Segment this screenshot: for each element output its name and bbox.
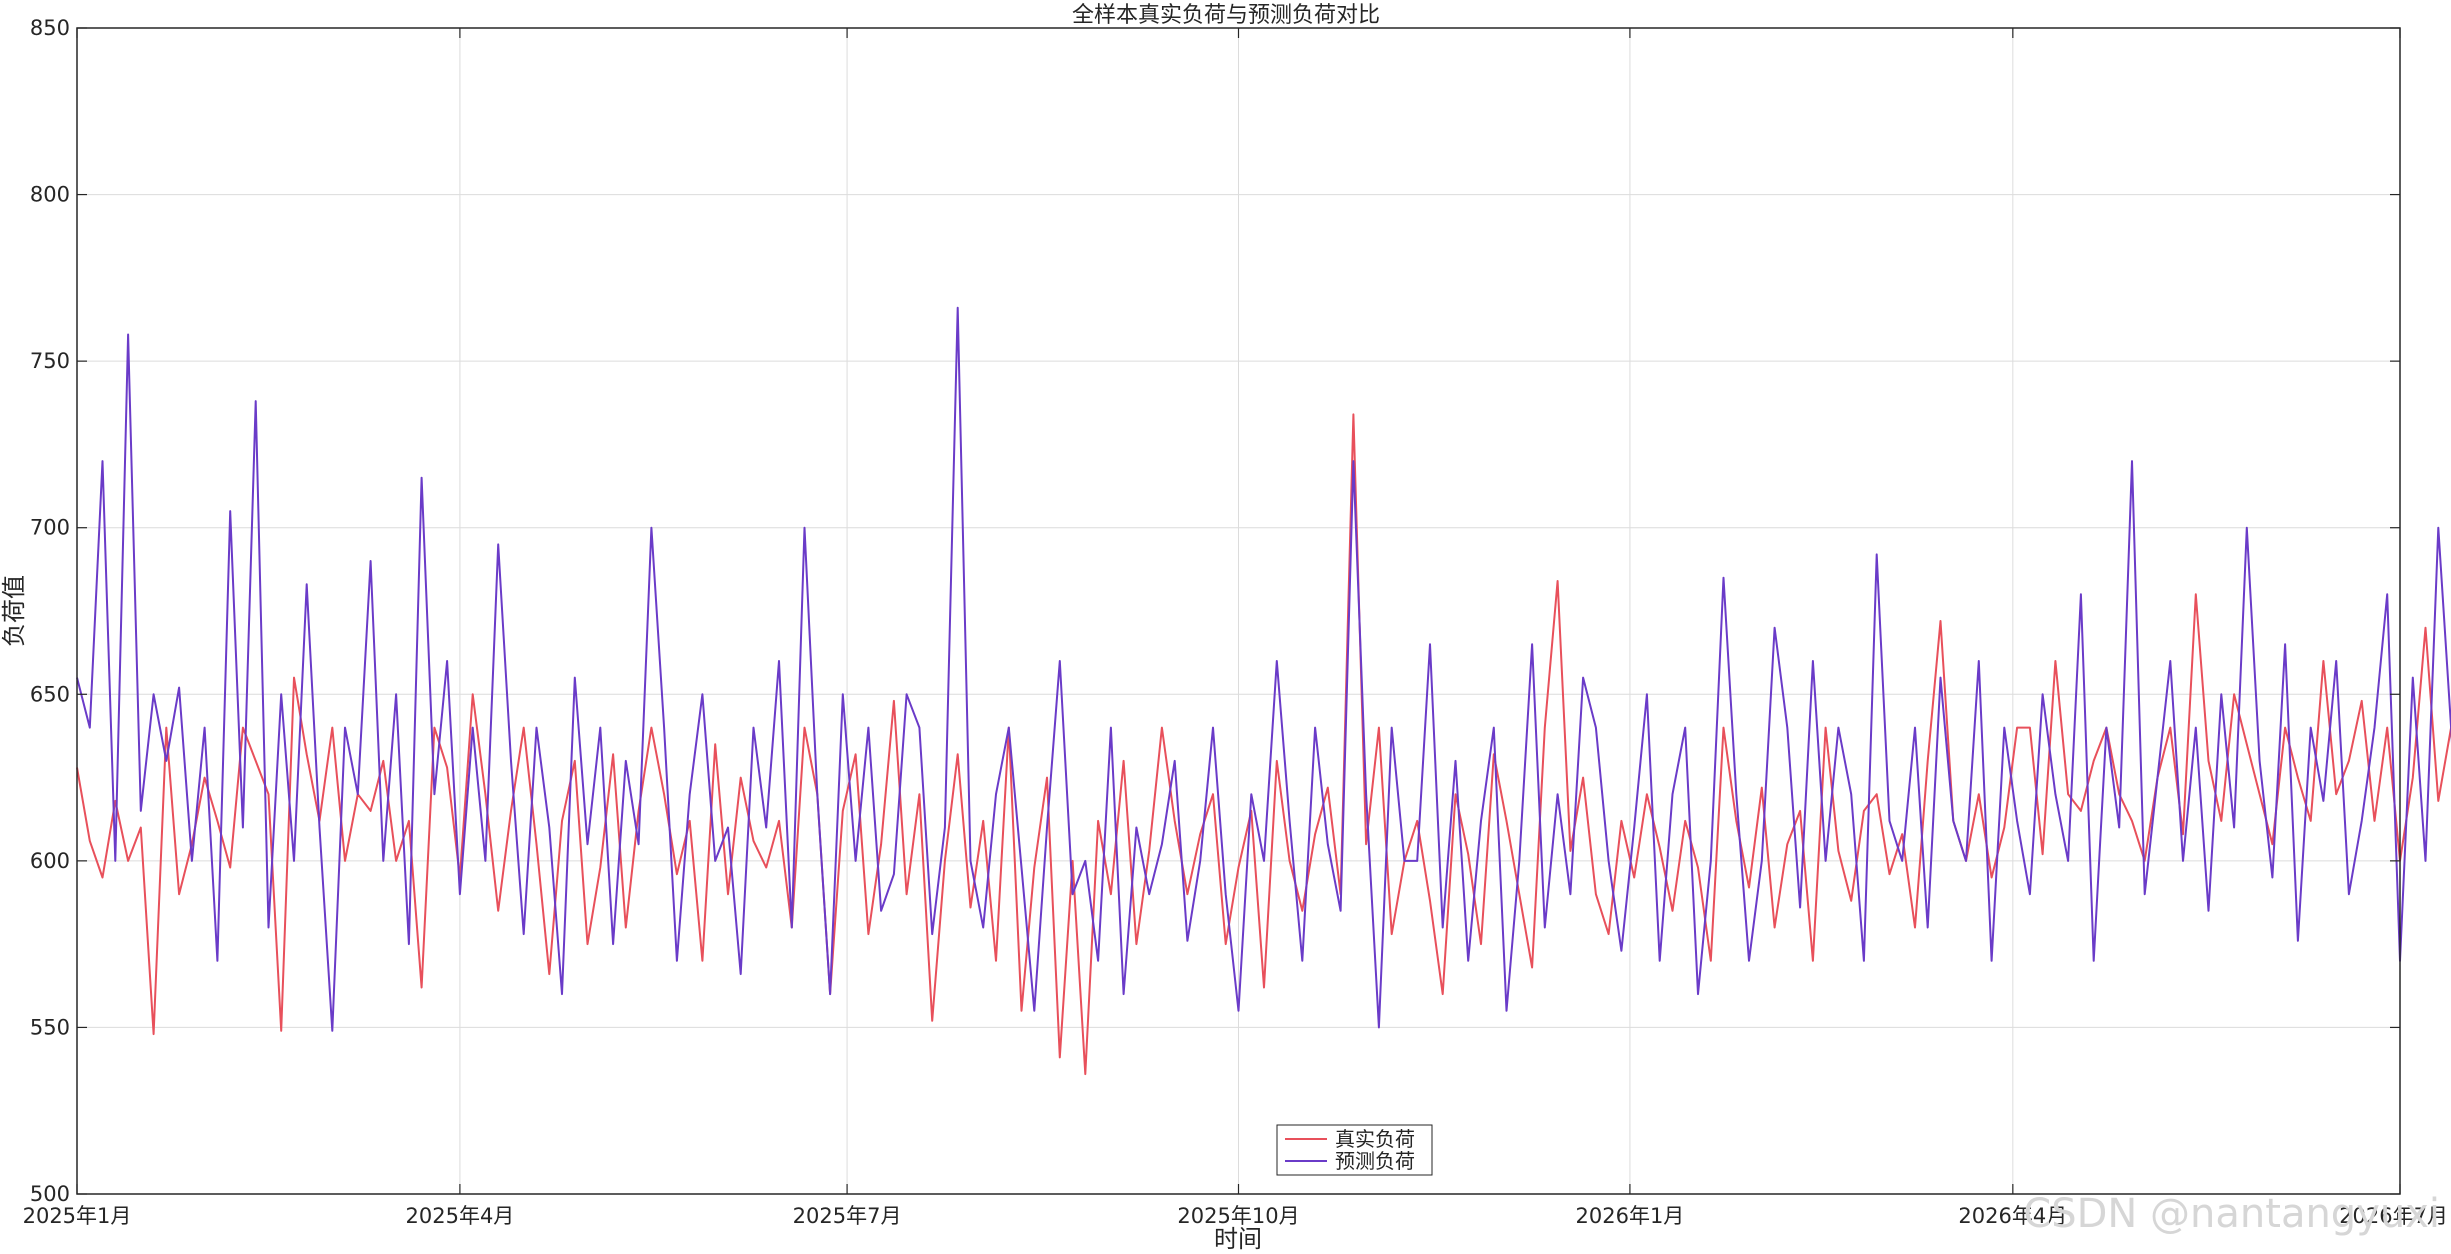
legend-box <box>1276 1124 1433 1176</box>
x-tick-label: 2025年10月 <box>1177 1204 1299 1228</box>
y-tick-label: 650 <box>30 682 70 706</box>
y-tick-label: 700 <box>30 516 70 540</box>
y-tick-label: 550 <box>30 1015 70 1039</box>
x-tick-label: 2026年7月 <box>2339 1204 2448 1228</box>
x-tick-label: 2026年1月 <box>1576 1204 1685 1228</box>
series-layer <box>76 306 2451 1076</box>
x-tick-label: 2026年4月 <box>1958 1204 2067 1228</box>
x-tick-label: 2025年4月 <box>406 1204 515 1228</box>
x-axis-title: 时间 <box>1214 1225 1262 1253</box>
watermark: CSDN @nantangyuxi <box>2023 1191 2440 1237</box>
y-axis-title: 负荷值 <box>0 575 28 647</box>
chart-title: 全样本真实负荷与预测负荷对比 <box>1072 3 1380 28</box>
x-tick-label: 2025年1月 <box>23 1204 132 1228</box>
y-tick-label: 800 <box>30 183 70 207</box>
series-line-1 <box>76 413 2451 1076</box>
y-tick-label: 750 <box>30 349 70 373</box>
y-tick-label: 500 <box>30 1182 70 1206</box>
legend-label: 预测负荷 <box>1335 1149 1415 1173</box>
legend-label: 真实负荷 <box>1335 1127 1415 1151</box>
axis-ticks: 500 550 600 650 700 750 800 850 2025年1月 2025年4月 20… <box>23 16 2448 1228</box>
series-line-2 <box>76 306 2451 1032</box>
y-tick-label: 600 <box>30 849 70 873</box>
y-tick-label: 850 <box>30 16 70 40</box>
x-tick-label: 2025年7月 <box>793 1204 902 1228</box>
